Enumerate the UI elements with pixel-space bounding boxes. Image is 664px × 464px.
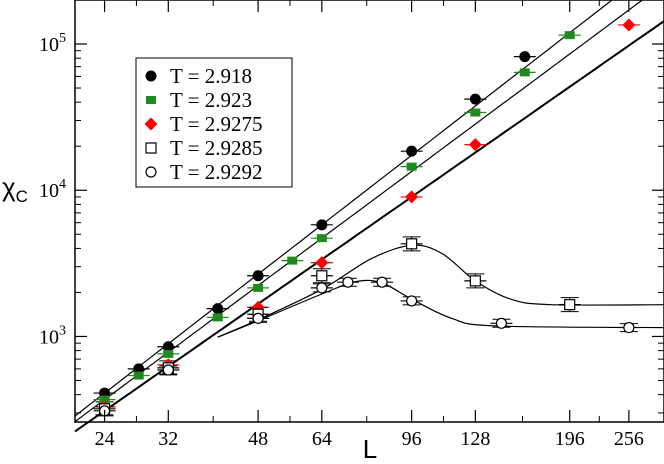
marker-s5-p9	[623, 321, 635, 334]
marker-s5-p8	[495, 317, 508, 329]
marker-s1-p4	[212, 303, 224, 315]
marker-s4-p7	[564, 299, 576, 311]
y-tick-label: 104	[39, 177, 66, 202]
legend-label-4: T = 2.9285	[170, 136, 263, 160]
marker-s2-p8	[406, 162, 417, 171]
y-tick-label: 103	[39, 323, 66, 348]
x-tick-label: 24	[95, 428, 115, 450]
fit-curve-5	[217, 279, 664, 338]
marker-s1-p6	[316, 219, 328, 231]
marker-s1-p9	[519, 51, 531, 63]
legend-marker-5	[145, 166, 157, 178]
marker-s2-p11	[564, 31, 575, 40]
marker-s1-p5	[252, 270, 264, 282]
x-tick-label: 32	[158, 428, 178, 450]
marker-s4-p6	[469, 275, 481, 287]
data-markers	[98, 18, 636, 417]
fit-curve-4	[217, 244, 664, 338]
x-tick-label: 96	[402, 428, 422, 450]
legend-label-1: T = 2.918	[170, 64, 252, 88]
legend-marker-2	[146, 96, 156, 104]
legend-label-2: T = 2.923	[170, 88, 252, 112]
x-axis: 24 32 48 64 96 128 196 256	[95, 0, 644, 450]
marker-s2-p10	[519, 68, 530, 77]
marker-s2-p2	[133, 371, 144, 380]
marker-s5-p3	[252, 312, 264, 324]
y-axis: 103 104 105	[39, 0, 664, 414]
marker-s2-p6	[287, 256, 298, 265]
x-axis-title: L	[363, 434, 377, 464]
y-axis-title-main: χ	[2, 172, 16, 202]
x-tick-label: 196	[555, 428, 585, 450]
marker-s2-p9	[470, 108, 481, 117]
marker-s2-p1	[99, 395, 110, 404]
marker-s5-p2	[162, 364, 174, 376]
legend-marker-3	[144, 117, 158, 131]
marker-s1-p7	[406, 145, 418, 157]
legend-box	[135, 57, 293, 188]
marker-s5-p7	[406, 295, 418, 307]
marker-s5-p4	[316, 282, 328, 294]
x-tick-label: 64	[312, 428, 332, 450]
legend-label-5: T = 2.9292	[170, 160, 263, 184]
y-axis-title-sub: C	[16, 187, 28, 206]
marker-s3-p7	[622, 18, 636, 32]
y-axis-title: χC	[2, 172, 28, 206]
marker-s2-p4	[212, 313, 223, 322]
marker-s2-p7	[316, 234, 327, 243]
marker-s3-p6	[468, 138, 482, 152]
x-tick-label: 128	[460, 428, 490, 450]
marker-s3-p4	[315, 256, 329, 270]
marker-s5-p5	[342, 276, 354, 288]
marker-s4-p5	[406, 238, 418, 250]
marker-s1-p8	[469, 93, 481, 105]
y-tick-label: 105	[39, 31, 66, 56]
x-tick-label: 256	[614, 428, 644, 450]
marker-s2-p3	[163, 349, 174, 358]
legend-label-3: T = 2.9275	[170, 112, 263, 136]
x-tick-label: 48	[248, 428, 268, 450]
marker-s3-p5	[405, 190, 419, 204]
plot-frame	[74, 0, 664, 423]
marker-s2-p5	[253, 283, 264, 292]
marker-s1-p3	[162, 341, 174, 353]
marker-s4-p4	[316, 270, 328, 282]
legend-marker-1	[145, 70, 157, 82]
legend-marker-4	[145, 142, 157, 154]
marker-s5-p6	[376, 276, 388, 288]
